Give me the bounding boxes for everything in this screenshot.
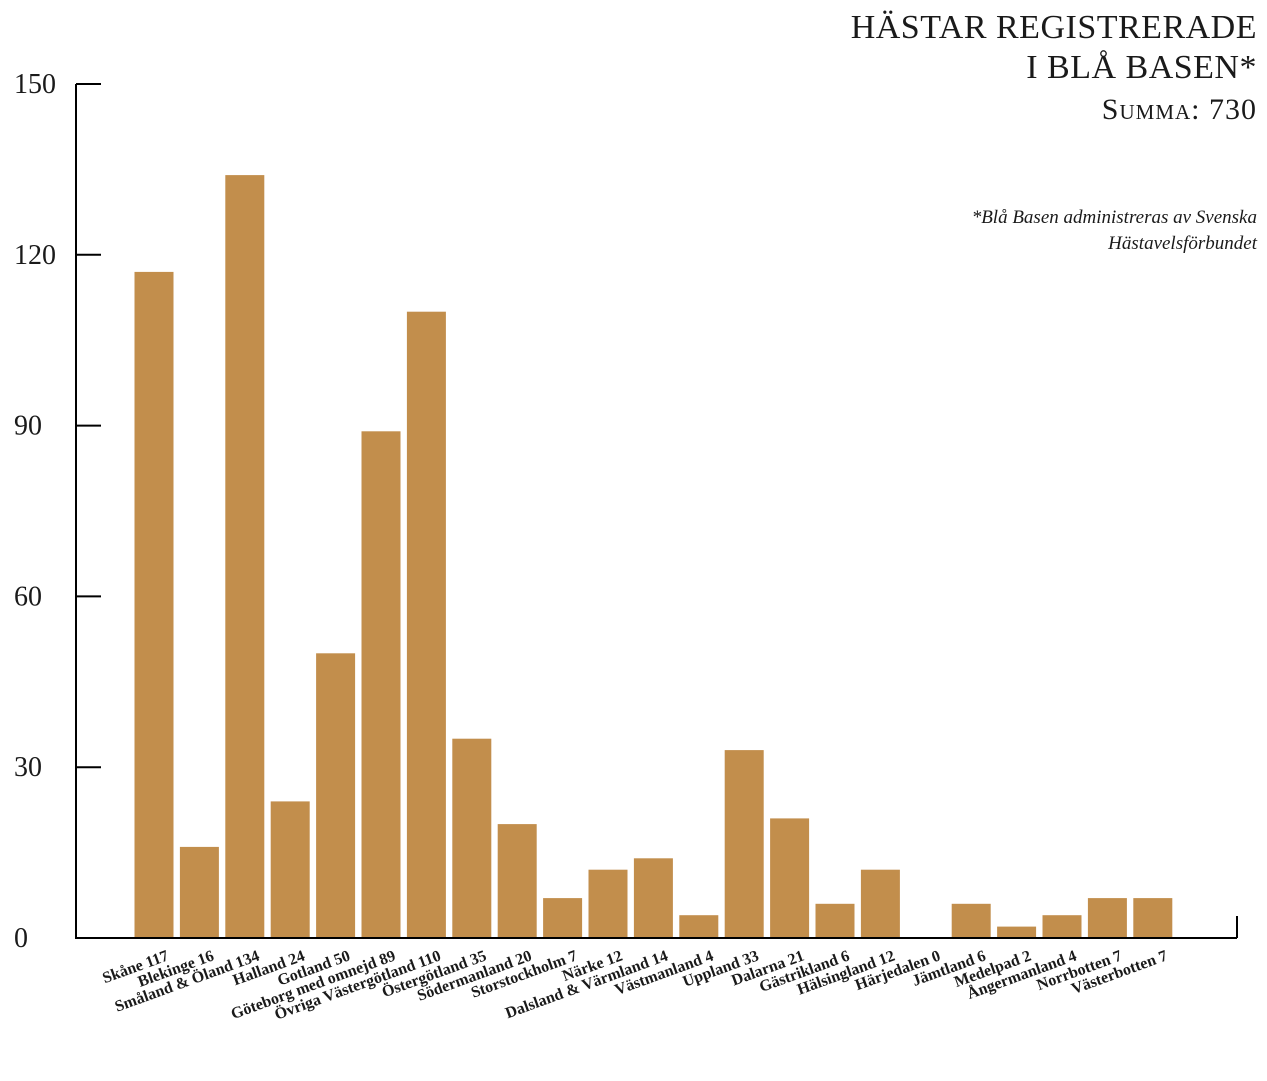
bar-4 <box>270 801 310 938</box>
chart-title-line2: I BLÅ BASEN* <box>1026 49 1257 86</box>
y-ticks-group: 0 30 60 90 120 150 <box>14 69 101 954</box>
bar-21 <box>1042 915 1082 938</box>
bar-7 <box>406 311 446 938</box>
axes-group <box>75 84 1238 939</box>
footnote: *Blå Basen administreras av Svenska Häst… <box>971 207 1257 254</box>
bar-15 <box>770 818 810 938</box>
bar-6 <box>361 431 401 938</box>
bar-2 <box>179 846 219 938</box>
bar-17 <box>860 869 900 938</box>
bar-11 <box>588 869 628 938</box>
bar-10 <box>543 898 583 938</box>
bar-13 <box>679 915 719 938</box>
bar-9 <box>497 824 537 938</box>
y-tick-label-60: 60 <box>14 581 42 612</box>
bar-3 <box>225 175 265 939</box>
bar-20 <box>997 926 1037 938</box>
bar-22 <box>1087 898 1127 938</box>
bar-1 <box>134 271 174 938</box>
y-tick-label-30: 30 <box>14 752 42 783</box>
y-tick-label-150: 150 <box>14 69 56 100</box>
chart-title-line1: HÄSTAR REGISTRERADE <box>850 9 1257 46</box>
y-tick-label-120: 120 <box>14 240 56 271</box>
bar-8 <box>452 738 492 938</box>
chart-subtitle: Summa: 730 <box>1101 93 1257 126</box>
bar-16 <box>815 903 855 938</box>
bars-group <box>134 175 1173 939</box>
bar-12 <box>633 858 673 938</box>
bar-19 <box>951 903 991 938</box>
bar-5 <box>316 653 356 938</box>
bar-23 <box>1133 898 1173 938</box>
bar-14 <box>724 750 764 938</box>
y-tick-label-0: 0 <box>14 923 28 954</box>
y-tick-label-90: 90 <box>14 411 42 442</box>
